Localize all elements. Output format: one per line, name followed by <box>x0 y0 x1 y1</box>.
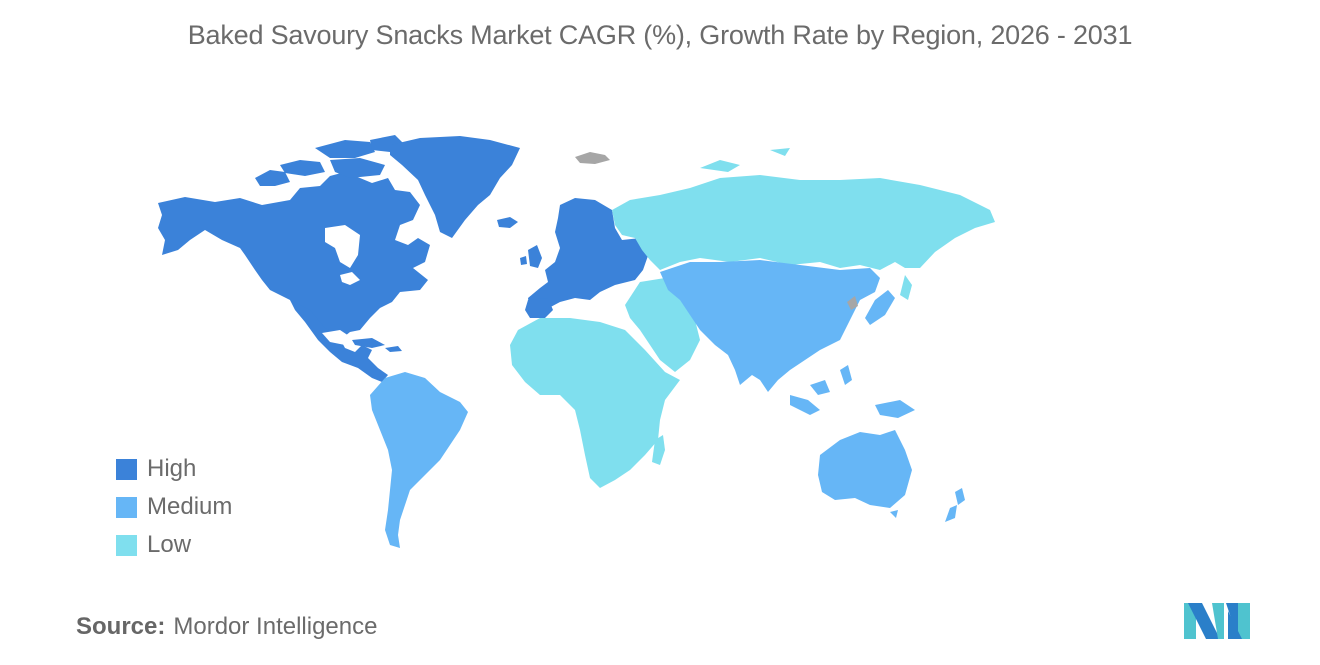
legend-item-medium: Medium <box>116 488 232 526</box>
source-label: Source: <box>76 613 166 640</box>
source-attribution: Source: Mordor Intelligence <box>76 613 377 641</box>
legend-label: Medium <box>147 493 233 520</box>
region-russia <box>612 148 995 300</box>
legend-swatch-medium <box>116 496 137 518</box>
mordor-intelligence-logo-icon <box>1184 603 1250 639</box>
region-north-america <box>158 135 520 382</box>
chart-title: Baked Savoury Snacks Market CAGR (%), Gr… <box>187 20 1133 50</box>
region-south-america <box>370 372 468 548</box>
legend-label: Low <box>147 531 192 558</box>
source-value: Mordor Intelligence <box>173 613 378 640</box>
region-no-data <box>575 152 858 310</box>
legend-swatch-low <box>116 534 137 556</box>
region-europe <box>520 198 650 318</box>
legend-label: High <box>147 455 197 482</box>
legend-swatch-high <box>116 458 137 480</box>
region-asia-pacific <box>660 260 965 522</box>
legend-item-low: Low <box>116 526 232 564</box>
map-legend: High Medium Low <box>116 450 232 564</box>
legend-item-high: High <box>116 450 232 488</box>
